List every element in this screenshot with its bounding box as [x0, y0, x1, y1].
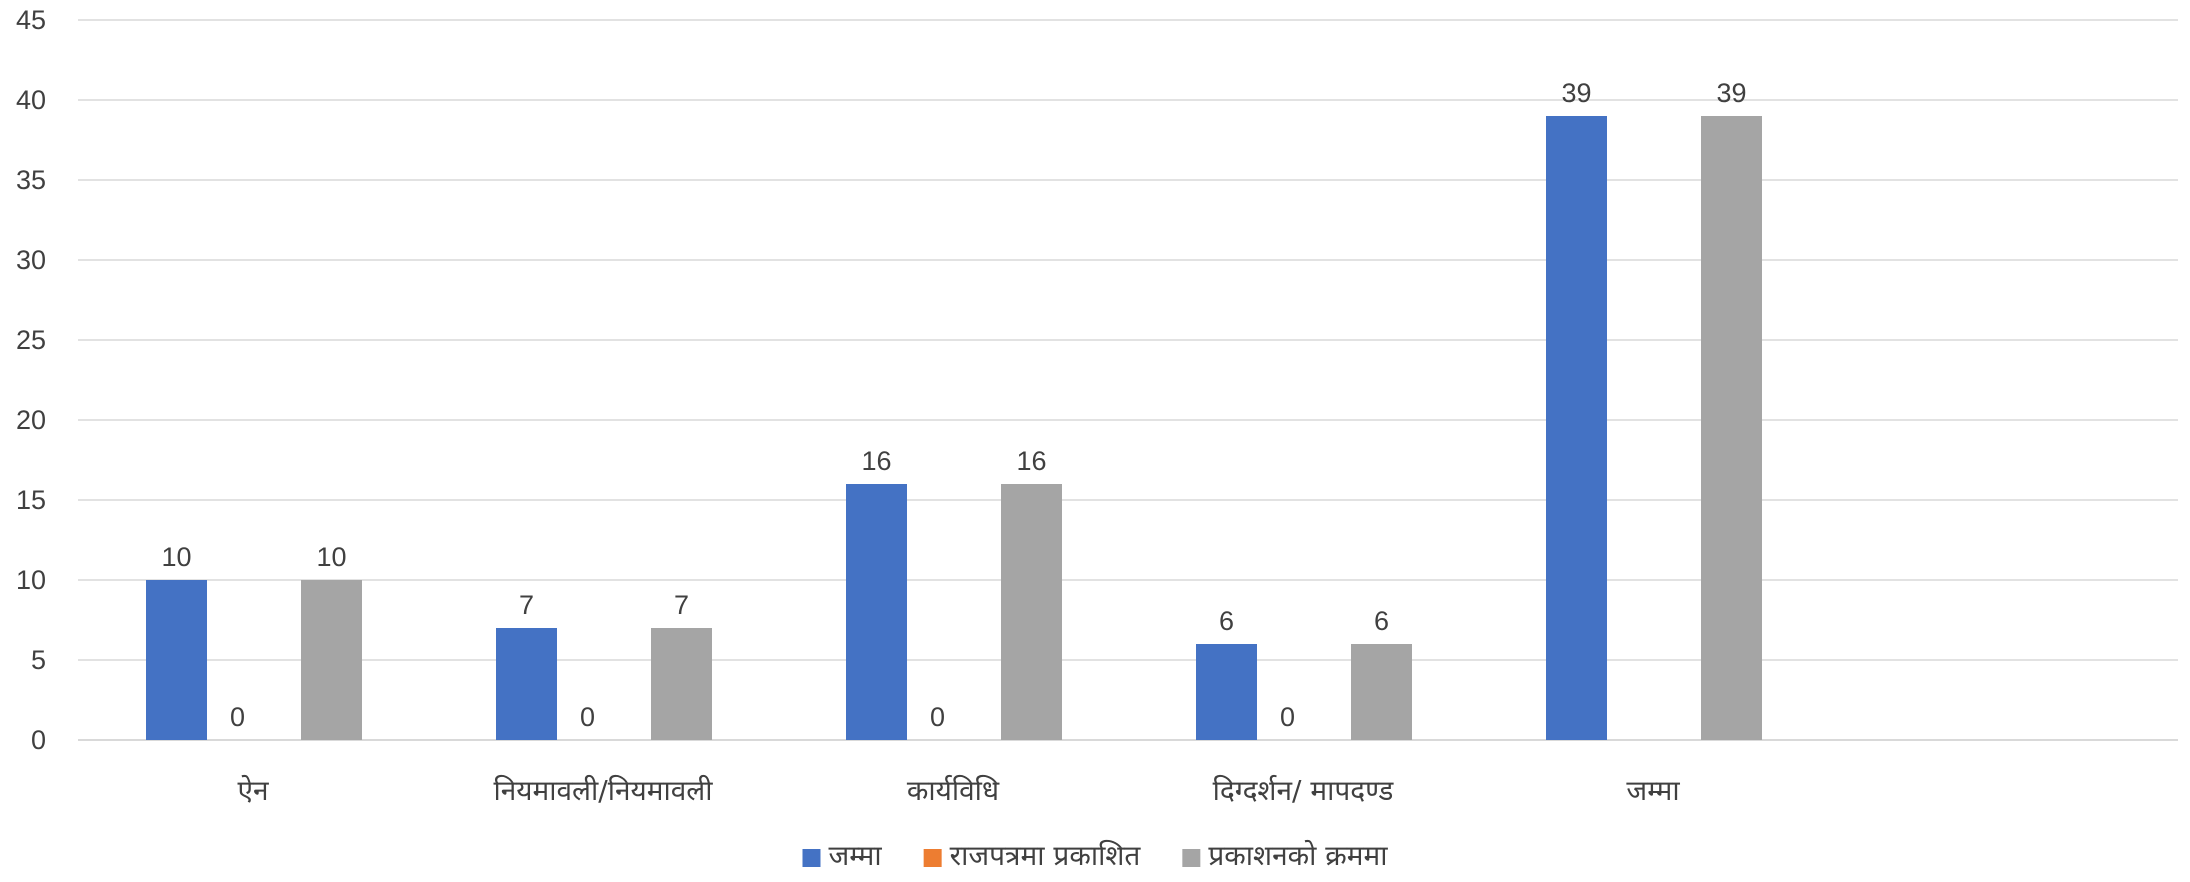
data-label: 0 — [1280, 702, 1295, 732]
bar-1-4 — [1196, 644, 1257, 740]
bar-3-4 — [1351, 644, 1412, 740]
data-label: 0 — [580, 702, 595, 732]
bars-layer — [146, 116, 1762, 740]
legend-label: राजपत्रमा प्रकाशित — [950, 839, 1142, 872]
y-tick-label: 5 — [31, 645, 46, 675]
y-tick-label: 30 — [16, 245, 46, 275]
data-label: 39 — [1561, 78, 1591, 108]
y-axis-ticks: 0 5 10 15 20 25 30 35 40 45 — [16, 5, 46, 755]
data-label: 10 — [316, 542, 346, 572]
bar-1-3 — [846, 484, 907, 740]
bar-1-1 — [146, 580, 207, 740]
bar-1-5 — [1546, 116, 1607, 740]
y-tick-label: 45 — [16, 5, 46, 35]
y-tick-label: 40 — [16, 85, 46, 115]
legend-item: जम्मा — [802, 839, 882, 872]
x-category-label: दिग्दर्शन/ मापदण्ड — [1213, 774, 1395, 807]
legend-label: जम्मा — [828, 839, 882, 872]
data-label: 39 — [1716, 78, 1746, 108]
data-label: 0 — [930, 702, 945, 732]
y-tick-label: 25 — [16, 325, 46, 355]
y-tick-label: 35 — [16, 165, 46, 195]
x-category-label: जम्मा — [1626, 774, 1680, 807]
legend-swatch — [1182, 849, 1201, 867]
bar-3-1 — [301, 580, 362, 740]
data-label: 6 — [1219, 606, 1234, 636]
legend-swatch — [923, 849, 942, 867]
bar-3-3 — [1001, 484, 1062, 740]
data-label: 6 — [1374, 606, 1389, 636]
legend-item: प्रकाशनको क्रममा — [1182, 839, 1388, 872]
legend: जम्मा राजपत्रमा प्रकाशित प्रकाशनको क्रममा — [802, 839, 1388, 872]
data-label: 7 — [674, 590, 689, 620]
x-axis-categories: ऐन नियमावली/नियमावली कार्यविधि दिग्दर्शन/ म… — [237, 774, 1680, 807]
bar-3-5 — [1701, 116, 1762, 740]
x-category-label: नियमावली/नियमावली — [493, 774, 713, 807]
bar-1-2 — [496, 628, 557, 740]
y-tick-label: 0 — [31, 725, 46, 755]
legend-label: प्रकाशनको क्रममा — [1208, 839, 1388, 872]
legend-item: राजपत्रमा प्रकाशित — [923, 839, 1142, 872]
legend-swatch — [802, 849, 821, 867]
x-category-label: कार्यविधि — [907, 774, 1000, 807]
y-tick-label: 10 — [16, 565, 46, 595]
data-label: 10 — [161, 542, 191, 572]
grid-layer — [78, 19, 2178, 741]
data-label: 16 — [1016, 446, 1046, 476]
y-tick-label: 20 — [16, 405, 46, 435]
x-category-label: ऐन — [237, 774, 268, 807]
y-tick-label: 15 — [16, 485, 46, 515]
bar-3-2 — [651, 628, 712, 740]
data-label: 16 — [861, 446, 891, 476]
data-label: 0 — [230, 702, 245, 732]
data-labels-layer: 10 0 10 7 0 7 16 0 16 6 0 6 39 39 — [161, 78, 1746, 732]
data-label: 7 — [519, 590, 534, 620]
